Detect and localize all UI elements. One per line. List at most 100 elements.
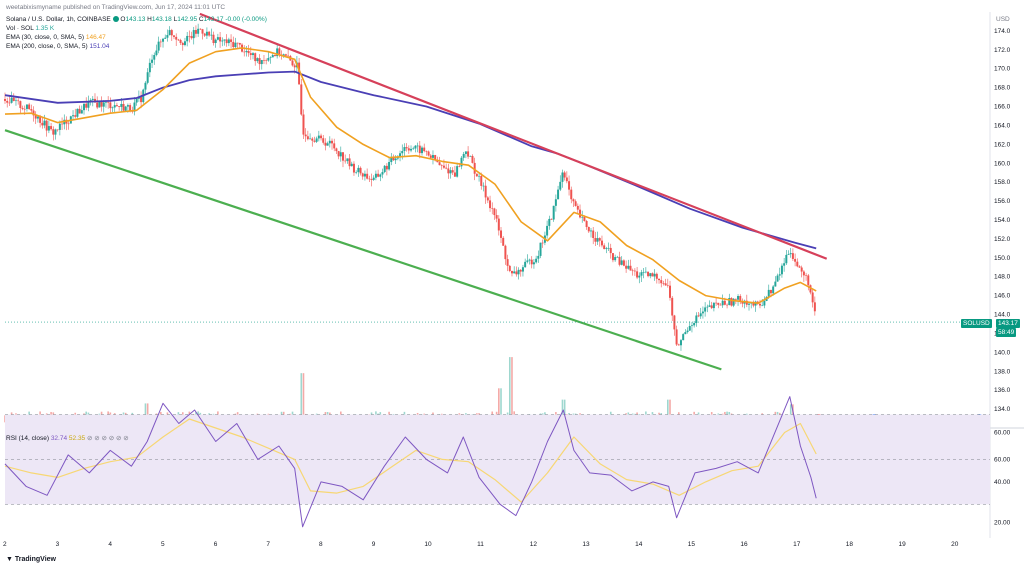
candle-body: [519, 269, 522, 272]
candle-body: [594, 237, 597, 242]
volume-bar: [144, 403, 147, 423]
candle-body: [109, 102, 112, 109]
candle-body: [236, 42, 239, 44]
candle-body: [763, 300, 766, 306]
candle-body: [609, 247, 612, 254]
candle-body: [72, 115, 75, 117]
candle-body: [43, 120, 46, 126]
date-tick-label: 16: [740, 541, 748, 548]
candle-body: [739, 295, 742, 302]
candle-body: [254, 53, 257, 62]
candle-body: [36, 116, 39, 119]
lower-trendline: [4, 129, 722, 371]
candle-body: [629, 265, 632, 271]
candle-body: [811, 292, 814, 303]
candle-body: [469, 155, 472, 157]
candle-body: [412, 148, 415, 150]
candle-body: [405, 147, 408, 149]
volume-bar: [563, 399, 566, 423]
candle-body: [486, 197, 489, 201]
candle-body: [201, 29, 204, 34]
candle-body: [76, 108, 79, 117]
candle-body: [517, 269, 520, 275]
candle-body: [10, 97, 13, 103]
candle-body: [208, 31, 211, 36]
price-tick-label: 150.0: [994, 255, 1011, 262]
candle-body: [219, 37, 222, 42]
candle-body: [704, 307, 707, 312]
volume-value: 1.35 K: [35, 25, 55, 32]
candle-body: [789, 253, 792, 255]
candle-body: [642, 272, 645, 273]
ohlc-c-label: C: [198, 16, 204, 23]
candle-body: [67, 123, 70, 125]
candle-body: [526, 260, 529, 262]
candle-body: [513, 271, 516, 274]
tradingview-logo[interactable]: ▼ TradingView: [6, 556, 56, 563]
candle-body: [688, 326, 691, 331]
volume-bar: [667, 399, 669, 423]
candle-body: [741, 301, 744, 304]
candle-body: [346, 158, 349, 162]
candle-body: [506, 259, 509, 266]
candle-body: [429, 155, 432, 158]
candle-body: [627, 265, 630, 269]
candle-body: [170, 30, 173, 36]
candle-body: [126, 105, 129, 107]
candle-body: [651, 273, 654, 277]
candle-body: [706, 306, 709, 308]
candle-body: [462, 153, 465, 158]
candle-body: [192, 30, 195, 39]
volume-bar: [498, 388, 500, 423]
candle-body: [107, 102, 110, 103]
candle-body: [214, 39, 217, 44]
candle-body: [32, 110, 35, 116]
date-tick-label: 6: [214, 541, 218, 548]
candle-body: [355, 172, 358, 173]
candle-body: [17, 100, 20, 102]
candle-body: [56, 129, 59, 131]
candle-body: [309, 138, 312, 140]
candle-body: [14, 100, 17, 102]
ema200-line: [4, 70, 817, 250]
candle-body: [585, 221, 588, 228]
candle-body: [772, 286, 775, 294]
candle-body: [30, 109, 33, 111]
candle-body: [54, 129, 57, 135]
ema200-legend: EMA (200, close, 0, SMA, 5) 151.04: [6, 43, 109, 51]
candle-body: [300, 84, 303, 115]
candle-body: [381, 172, 384, 175]
candle-body: [478, 175, 481, 177]
candle-body: [159, 41, 162, 43]
candle-body: [74, 115, 77, 117]
candle-body: [98, 101, 101, 108]
candle-body: [120, 103, 123, 107]
candle-body: [607, 247, 610, 249]
candle-body: [800, 267, 803, 272]
price-tick-label: 134.0: [994, 406, 1011, 413]
price-tick-label: 168.0: [994, 85, 1011, 92]
date-tick-label: 5: [161, 541, 165, 548]
candle-body: [576, 205, 579, 210]
candle-body: [504, 245, 507, 260]
candle-body: [431, 155, 434, 158]
candle-body: [649, 273, 652, 277]
candle-body: [153, 55, 156, 60]
candle-body: [96, 102, 99, 108]
candle-body: [710, 305, 713, 309]
date-tick-label: 3: [56, 541, 60, 548]
price-tick-label: 140.0: [994, 349, 1011, 356]
candle-body: [140, 97, 143, 103]
candle-body: [177, 39, 180, 41]
candle-body: [366, 173, 369, 179]
candle-body: [216, 37, 219, 40]
candle-body: [447, 168, 450, 174]
candle-body: [262, 60, 265, 61]
candle-body: [596, 238, 599, 242]
candle-body: [805, 275, 808, 276]
date-tick-label: 9: [372, 541, 376, 548]
rsi-settings-icons[interactable]: ⊘ ⊘ ⊘ ⊘ ⊘ ⊘: [87, 435, 129, 442]
ohlc-l-label: L: [173, 16, 178, 23]
candle-body: [186, 35, 189, 42]
